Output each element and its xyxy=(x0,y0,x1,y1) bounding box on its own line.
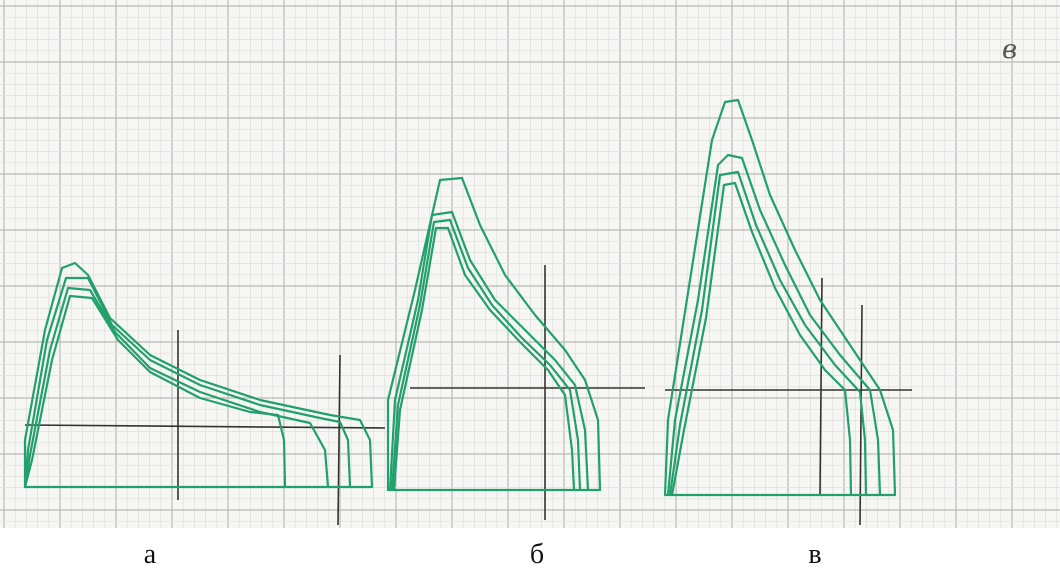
curve xyxy=(23,294,287,488)
caption: б xyxy=(530,539,544,570)
curve xyxy=(23,276,352,488)
axis-line xyxy=(24,424,386,429)
caption: а xyxy=(144,539,157,570)
grid xyxy=(0,0,1060,528)
curve xyxy=(663,98,897,497)
curve xyxy=(388,210,590,491)
axis-line xyxy=(337,354,341,526)
graph-paper xyxy=(0,0,1060,528)
axis-line xyxy=(819,277,823,496)
panel-c xyxy=(663,98,912,526)
curve xyxy=(666,153,882,496)
panel-a xyxy=(23,261,386,526)
panel-b xyxy=(386,176,645,520)
curve xyxy=(23,286,330,488)
handwritten-mark: в xyxy=(1002,35,1017,65)
curve xyxy=(668,170,868,496)
curve xyxy=(670,181,853,496)
curve xyxy=(390,218,582,491)
curve xyxy=(386,176,602,492)
caption: в xyxy=(808,539,821,570)
axis-line xyxy=(859,304,863,526)
curve xyxy=(392,226,576,491)
curve xyxy=(23,261,374,489)
